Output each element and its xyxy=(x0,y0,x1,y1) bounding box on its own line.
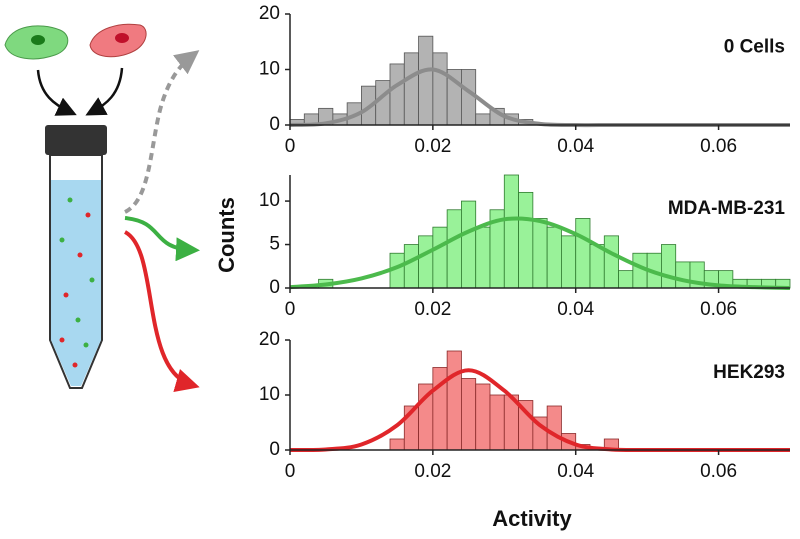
x-tick-label: 0.02 xyxy=(414,299,451,320)
y-tick-label: 20 xyxy=(259,329,280,350)
bar xyxy=(403,52,419,126)
bar xyxy=(461,378,477,451)
bar xyxy=(546,405,562,451)
illustration xyxy=(4,23,200,393)
x-tick-label: 0 xyxy=(285,136,296,157)
bar xyxy=(503,174,519,289)
bar xyxy=(475,226,491,289)
x-tick-label: 0.02 xyxy=(414,136,451,157)
particles xyxy=(59,197,95,368)
bar xyxy=(475,383,491,451)
y-tick-label: 0 xyxy=(269,439,280,460)
tube-cap xyxy=(45,125,107,155)
bar xyxy=(518,191,534,289)
x-tick-label: 0.06 xyxy=(700,461,737,482)
y-axis-label: Counts xyxy=(214,197,239,273)
y-tick-label: 10 xyxy=(259,190,280,211)
bar xyxy=(375,80,391,126)
x-tick-label: 0.04 xyxy=(557,461,594,482)
bar xyxy=(489,394,505,451)
arrow xyxy=(124,216,200,262)
bar xyxy=(575,218,591,289)
x-tick-label: 0 xyxy=(285,461,296,482)
x-tick-label: 0.02 xyxy=(414,461,451,482)
bar xyxy=(461,69,477,126)
chart-title: MDA-MB-231 xyxy=(668,198,786,219)
nucleus xyxy=(115,33,129,43)
arrow xyxy=(123,230,200,393)
x-tick-label: 0 xyxy=(285,299,296,320)
bar xyxy=(432,52,448,126)
bar xyxy=(432,226,448,289)
arrow xyxy=(36,69,77,116)
bar xyxy=(389,63,405,126)
bar xyxy=(618,270,634,289)
y-tick-label: 10 xyxy=(259,59,280,80)
x-tick-label: 0.06 xyxy=(700,136,737,157)
y-tick-label: 0 xyxy=(269,114,280,135)
y-tick-label: 5 xyxy=(269,234,280,255)
x-axis-label: Activity xyxy=(492,506,572,531)
bar xyxy=(418,235,434,289)
x-tick-label: 0.04 xyxy=(557,136,594,157)
arrow xyxy=(85,67,124,116)
bar xyxy=(446,209,462,289)
bar xyxy=(589,244,605,289)
fit-line xyxy=(289,216,791,290)
bar xyxy=(661,244,677,289)
bar xyxy=(403,244,419,289)
bar xyxy=(418,35,434,126)
bar xyxy=(561,235,577,289)
bar xyxy=(446,350,462,451)
bar xyxy=(603,235,619,289)
chart-title: 0 Cells xyxy=(724,36,785,57)
y-tick-label: 20 xyxy=(259,3,280,24)
bar xyxy=(675,261,691,289)
bar xyxy=(461,200,477,289)
bar xyxy=(532,218,548,289)
y-tick-label: 10 xyxy=(259,384,280,405)
liquid xyxy=(51,180,101,386)
x-tick-label: 0.06 xyxy=(700,299,737,320)
x-tick-label: 0.04 xyxy=(557,299,594,320)
nucleus xyxy=(31,35,45,45)
chart-title: HEK293 xyxy=(713,362,785,383)
arrow xyxy=(123,50,200,214)
bar xyxy=(475,113,491,126)
bar xyxy=(546,226,562,289)
y-tick-label: 0 xyxy=(269,277,280,298)
bar xyxy=(389,438,405,451)
